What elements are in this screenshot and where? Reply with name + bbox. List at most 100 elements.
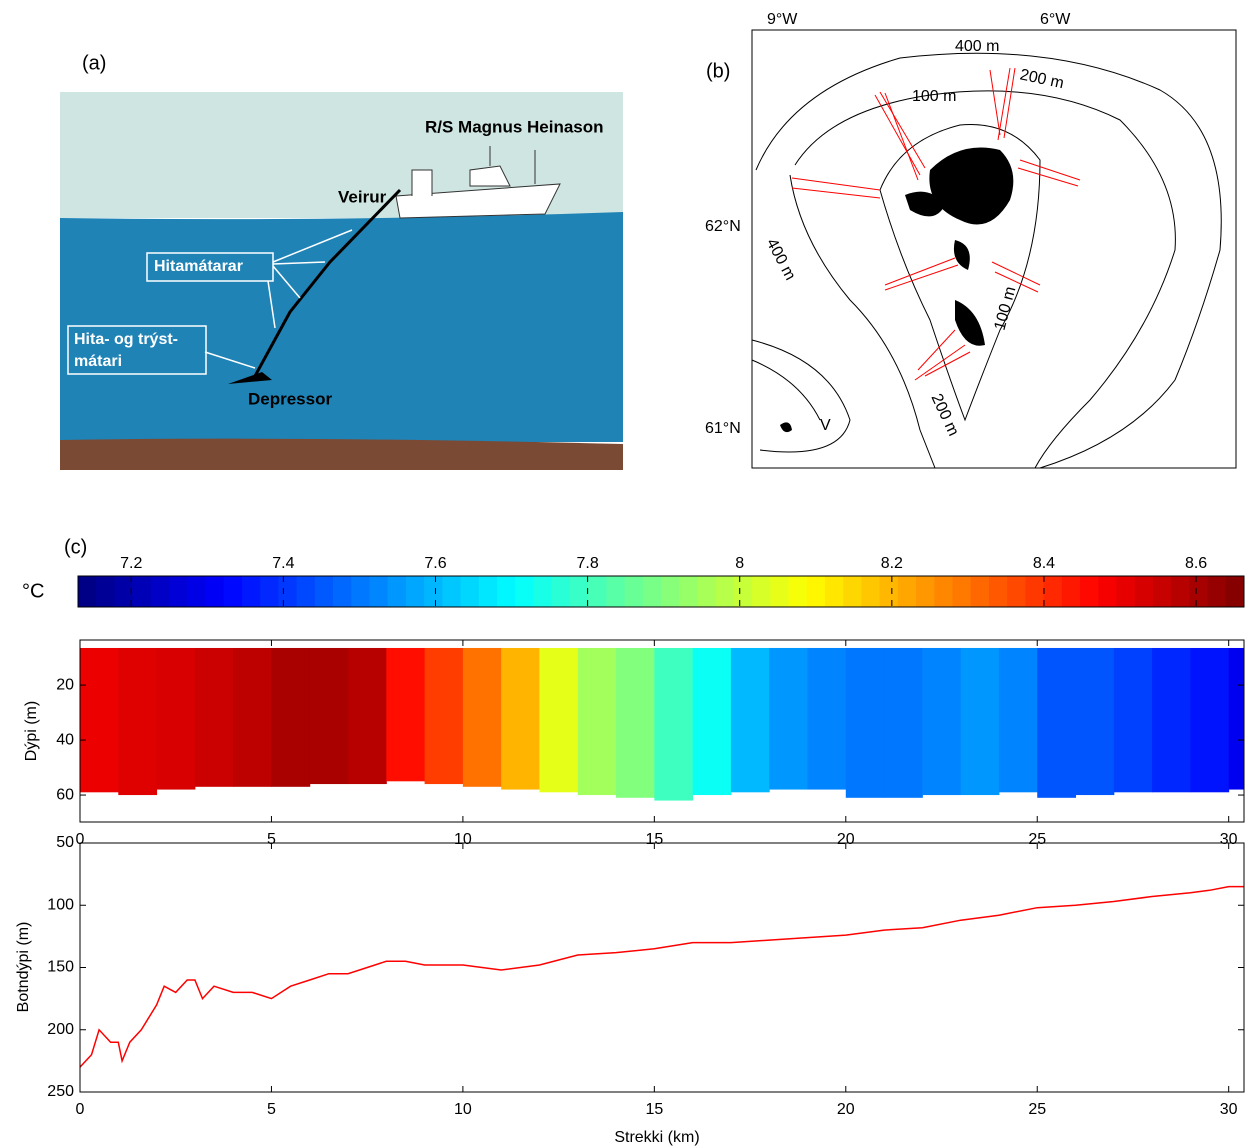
panel-label: (a)	[82, 52, 106, 74]
depressor-label: Depressor	[248, 389, 332, 408]
temperature-cell	[271, 647, 311, 787]
depth-line	[79, 885, 1244, 1068]
depressor-shape	[228, 372, 272, 384]
pressure-box	[67, 325, 207, 375]
temperature-cell	[156, 647, 196, 790]
colorbar-swatch	[679, 576, 698, 607]
colorbar-swatch	[569, 576, 589, 607]
seabed	[60, 438, 623, 470]
colorbar-swatch	[752, 576, 771, 607]
colorbar-swatch	[1171, 576, 1190, 607]
lat-label: 61°N	[705, 420, 741, 437]
x-tick-label: 20	[837, 1101, 855, 1118]
colorbar-swatch	[169, 576, 188, 607]
x-tick-label: 30	[1220, 831, 1238, 848]
ship-hull	[395, 183, 561, 219]
x-tick-label: 25	[1028, 1101, 1046, 1118]
temperature-cell	[1113, 647, 1153, 793]
temperature-cell	[769, 647, 808, 790]
islands	[780, 147, 1014, 433]
x-tick-label: 30	[1220, 1101, 1238, 1118]
colorbar-tick-label: 8.6	[1185, 555, 1207, 572]
colorbar-swatch	[424, 576, 443, 607]
temperature-cell	[1152, 647, 1191, 793]
colorbar-tick-label: 8.2	[881, 555, 903, 572]
colorbar-swatch	[114, 576, 134, 607]
colorbar-swatch	[1043, 576, 1063, 607]
temperature-cell	[1075, 647, 1115, 796]
colorbar-tick-label: 7.4	[272, 555, 294, 572]
colorbar-swatch	[1207, 576, 1227, 607]
x-axis-label: Strekki (km)	[614, 1129, 699, 1146]
x-tick-label: 5	[267, 831, 276, 848]
temperature-cell	[1228, 647, 1245, 790]
contours	[751, 52, 1222, 469]
colorbar-swatch	[351, 576, 370, 607]
colorbar-swatch	[442, 576, 462, 607]
temperature-cell	[462, 647, 502, 787]
colorbar-swatch	[1225, 576, 1245, 607]
temperature-cell	[194, 647, 234, 787]
colorbar-swatch	[278, 576, 298, 607]
colorbar-swatch	[788, 576, 808, 607]
colorbar-swatch	[533, 576, 553, 607]
y-tick-label: 50	[56, 834, 74, 851]
temperature-cell	[730, 647, 770, 793]
colorbar-swatch	[296, 576, 316, 607]
x-tick-label: 15	[645, 831, 663, 848]
colorbar-swatch	[96, 576, 115, 607]
colorbar-swatch	[460, 576, 480, 607]
contour-label: 400 m	[955, 38, 999, 55]
temperature-cell	[1190, 647, 1230, 793]
ship-cabin	[411, 165, 511, 196]
colorbar-swatch	[916, 576, 935, 607]
temperature-cell	[386, 647, 426, 782]
temperature-cell	[80, 647, 119, 793]
temperature-cell	[309, 647, 349, 785]
colorbar-swatch	[1134, 576, 1154, 607]
colorbar-swatch	[187, 576, 207, 607]
colorbar-swatch	[897, 576, 917, 607]
x-tick-label: 5	[267, 1101, 276, 1118]
colorbar-label: °C	[22, 580, 44, 602]
colorbar-swatch	[241, 576, 261, 607]
diagram: (a) R/S Magnus Heinason Veirur Hitamátar…	[60, 52, 623, 470]
temperature-cell	[998, 647, 1038, 793]
y-axis-label: Dýpi (m)	[23, 701, 40, 761]
temperature-cell	[960, 647, 1000, 796]
colorbar-swatch	[861, 576, 881, 607]
x-tick-label: 0	[76, 1101, 85, 1118]
temperature-cell	[118, 647, 158, 796]
colorbar-tick-label: 7.6	[424, 555, 446, 572]
colorbar-swatch	[551, 576, 571, 607]
colorbar-swatch	[405, 576, 425, 607]
x-tick-label: 0	[76, 831, 85, 848]
y-tick-label: 20	[56, 676, 74, 693]
colorbar-swatch	[879, 576, 899, 607]
lon-label: 9°W	[767, 11, 798, 28]
colorbar-swatch	[970, 576, 990, 607]
x-tick-label: 10	[454, 1101, 472, 1118]
colorbar-swatch	[624, 576, 644, 607]
temperature-cell	[1037, 647, 1077, 798]
temperature-cell	[845, 647, 885, 798]
pressure-label: mátari	[74, 353, 122, 370]
colorbar-swatch	[1116, 576, 1136, 607]
colorbar-swatch	[824, 576, 844, 607]
x-tick-label: 15	[645, 1101, 663, 1118]
plot-frame	[79, 639, 1245, 823]
colorbar-frame	[77, 575, 1245, 608]
colorbar-swatch	[369, 576, 389, 607]
colorbar-swatch	[205, 576, 225, 607]
colorbar-swatch	[1007, 576, 1026, 607]
temperature-cell	[884, 647, 923, 798]
colorbar-swatch	[843, 576, 862, 607]
y-tick-label: 40	[56, 731, 74, 748]
colorbar-swatch	[260, 576, 279, 607]
colorbar-swatch	[387, 576, 407, 607]
temperature-cell	[348, 647, 387, 785]
sensor-label: Hitamátarar	[154, 258, 243, 275]
map: (b) 9°W 6°W 62°N 61°N	[705, 11, 1237, 469]
colorbar-swatch	[223, 576, 243, 607]
